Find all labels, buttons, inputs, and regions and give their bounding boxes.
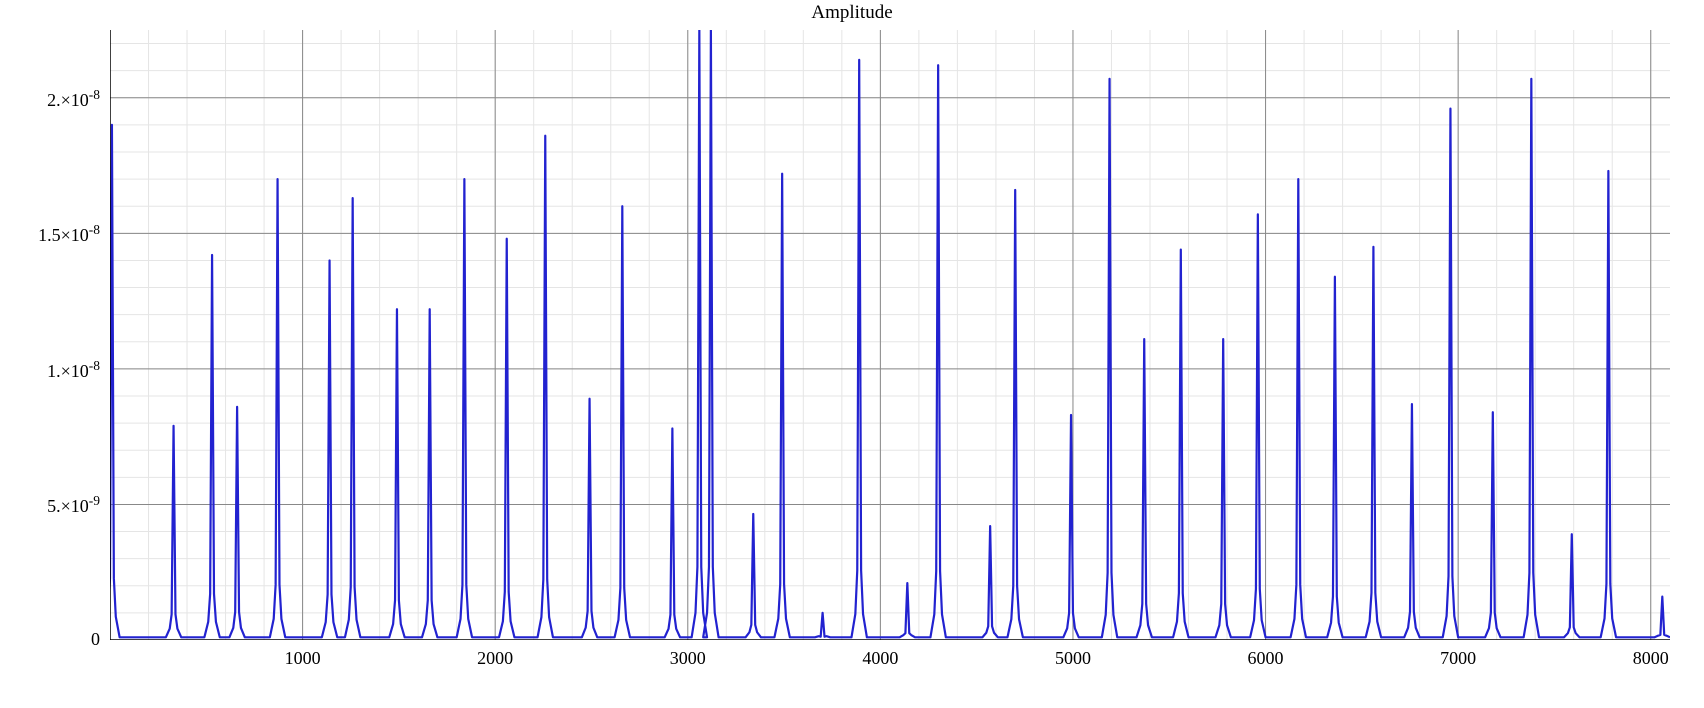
x-tick-label: 8000 [1611,648,1691,669]
x-tick-label: 4000 [840,648,920,669]
y-tick-label: 1.5×10-8 [0,222,100,246]
x-tick-label: 2000 [455,648,535,669]
chart-title: Amplitude [0,2,1704,24]
plot-area [110,30,1670,640]
y-tick-label: 1.×10-8 [0,358,100,382]
x-tick-label: 7000 [1418,648,1498,669]
plot-svg [110,30,1670,640]
x-tick-label: 3000 [648,648,728,669]
y-tick-label: 2.×10-8 [0,87,100,111]
x-tick-label: 6000 [1226,648,1306,669]
y-tick-label: 5.×10-9 [0,493,100,517]
amplitude-chart: Amplitude 0 5.×10-9 1.×10-8 1.5×10-8 2.×… [0,0,1704,708]
y-tick-label: 0 [0,629,100,650]
x-tick-label: 5000 [1033,648,1113,669]
x-tick-label: 1000 [263,648,343,669]
